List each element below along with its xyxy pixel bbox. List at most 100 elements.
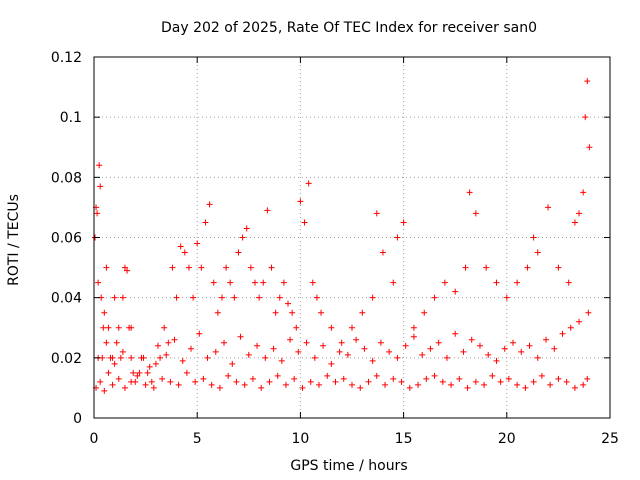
data-point [262,354,269,361]
data-point [576,318,583,325]
data-point [514,279,521,286]
data-point [105,369,112,376]
x-tick-label: 15 [395,431,413,447]
data-point [585,309,592,316]
y-tick-label: 0.1 [60,110,82,126]
data-point [349,381,355,388]
data-point [543,336,550,343]
data-point [359,309,366,316]
data-point [559,330,566,337]
data-point [227,279,234,286]
data-point [563,378,570,385]
data-point [223,264,230,271]
data-point [584,375,591,382]
data-point [185,264,192,271]
data-point [357,384,364,391]
data-point [547,381,554,388]
data-point [192,378,199,385]
data-point [285,300,292,307]
data-point [534,354,541,361]
data-point [97,378,104,385]
data-point [225,372,232,379]
data-point [142,381,149,388]
data-point [386,348,393,355]
data-point [419,351,426,358]
data-point [101,387,108,394]
data-point [576,210,583,217]
data-point [315,381,322,388]
data-point [567,324,574,331]
data-point [237,333,244,340]
data-point [365,378,372,385]
data-point [148,378,155,385]
data-point [138,354,145,361]
data-point [249,375,256,382]
data-point [188,345,195,352]
data-point [538,372,545,379]
data-point [247,264,254,271]
data-point [402,342,409,349]
data-point [144,369,151,376]
data-point [175,381,182,388]
data-point [163,351,170,358]
data-point [291,375,298,382]
data-point [565,279,572,286]
x-axis-title: GPS time / hours [290,458,407,474]
data-point [152,360,159,367]
data-point [423,375,430,382]
data-point [468,336,475,343]
data-point [505,375,512,382]
data-point [212,348,219,355]
data-point [586,144,593,151]
data-point [117,354,124,361]
data-point [439,378,446,385]
data-point [272,309,279,316]
data-point [472,378,479,385]
data-point [336,348,343,355]
data-point [406,384,413,391]
data-point [349,324,355,331]
data-point [210,279,217,286]
data-point [373,210,380,217]
data-point [332,378,339,385]
data-point [431,372,438,379]
data-point [270,345,277,352]
data-point [320,342,327,349]
data-point [235,249,242,256]
data-point [582,114,589,121]
data-point [165,339,172,346]
data-point [524,264,531,271]
x-tick-label: 20 [498,431,516,447]
data-point [251,279,258,286]
data-point [580,189,587,196]
data-point [161,324,168,331]
data-point [501,345,508,352]
data-point [214,309,221,316]
data-point [431,294,438,301]
data-point [128,354,135,361]
data-point [105,324,112,331]
data-point [530,378,537,385]
data-point [415,381,422,388]
data-point [466,189,473,196]
data-point [169,264,176,271]
data-point [340,375,347,382]
data-point [96,162,103,169]
axis-ticks: 0 5 10 15 20 25 0 0.02 0.04 0.06 0.08 0.1 0.12 [51,50,619,447]
data-point [109,354,116,361]
y-tick-label: 0.12 [51,50,82,66]
data-point [545,204,552,211]
data-point [254,342,261,349]
data-point [303,339,310,346]
data-point [204,354,211,361]
data-point [394,234,401,241]
data-point [278,357,285,364]
data-point [157,354,164,361]
x-tick-label: 25 [601,431,619,447]
data-point [464,384,471,391]
data-point [181,249,188,256]
data-point [555,264,562,271]
data-point [551,345,558,352]
data-point [522,384,529,391]
data-point [280,279,287,286]
